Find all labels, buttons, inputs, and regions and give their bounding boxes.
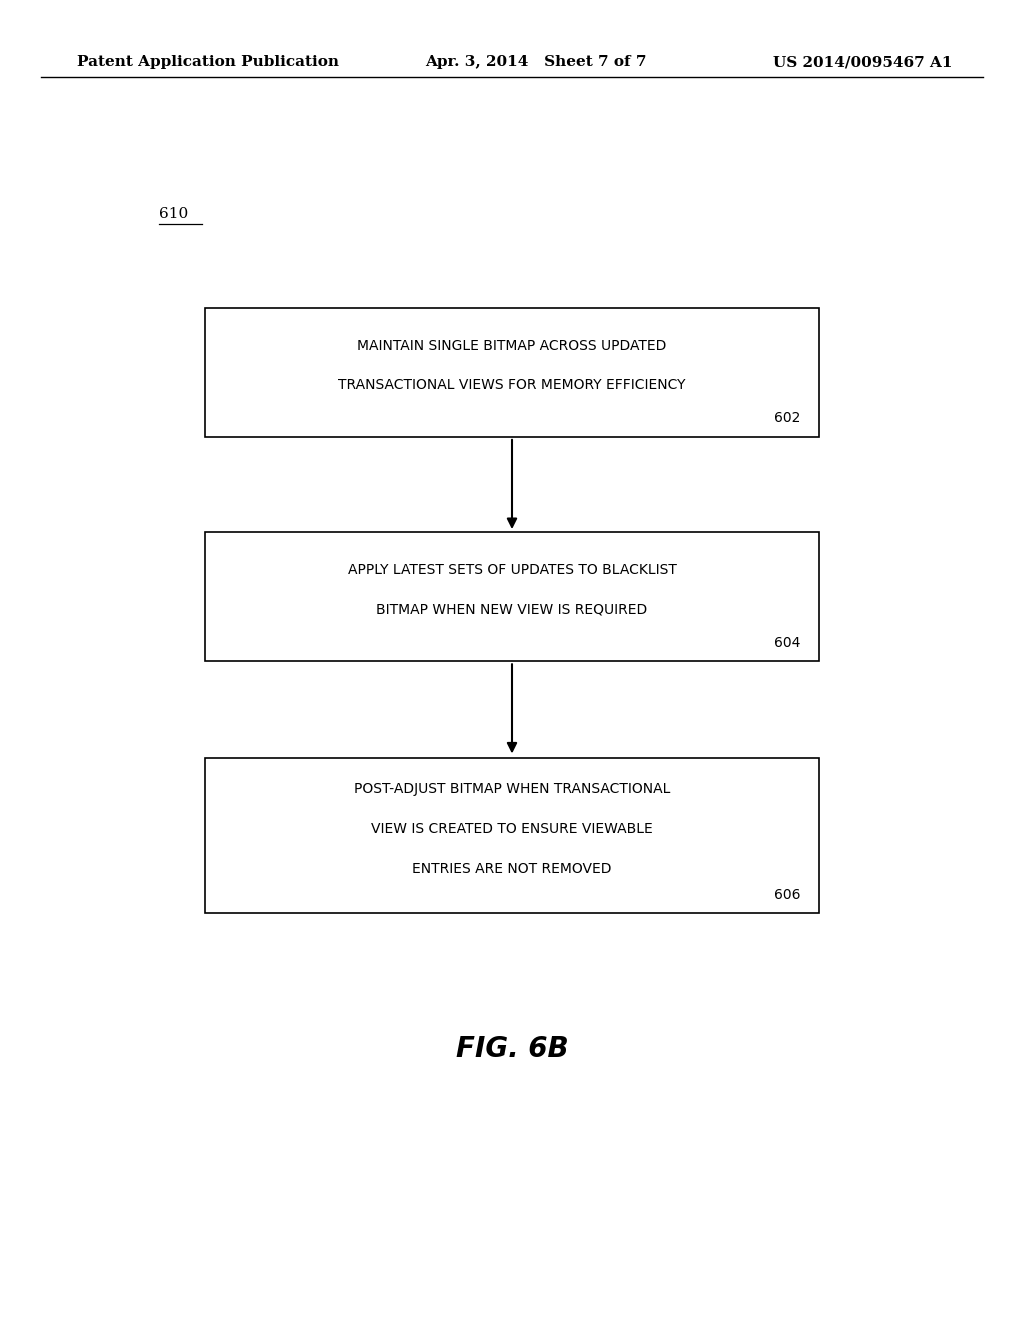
Text: 606: 606 (774, 888, 801, 902)
Text: BITMAP WHEN NEW VIEW IS REQUIRED: BITMAP WHEN NEW VIEW IS REQUIRED (377, 603, 647, 616)
Text: US 2014/0095467 A1: US 2014/0095467 A1 (773, 55, 952, 69)
Text: ENTRIES ARE NOT REMOVED: ENTRIES ARE NOT REMOVED (413, 862, 611, 875)
Bar (205, 532, 819, 661)
Text: Apr. 3, 2014   Sheet 7 of 7: Apr. 3, 2014 Sheet 7 of 7 (425, 55, 646, 69)
Text: POST-ADJUST BITMAP WHEN TRANSACTIONAL: POST-ADJUST BITMAP WHEN TRANSACTIONAL (354, 783, 670, 796)
Text: TRANSACTIONAL VIEWS FOR MEMORY EFFICIENCY: TRANSACTIONAL VIEWS FOR MEMORY EFFICIENC… (338, 379, 686, 392)
Bar (205, 308, 819, 437)
Bar (205, 758, 819, 913)
Text: 602: 602 (774, 412, 801, 425)
Text: 604: 604 (774, 636, 801, 649)
Text: APPLY LATEST SETS OF UPDATES TO BLACKLIST: APPLY LATEST SETS OF UPDATES TO BLACKLIS… (347, 564, 677, 577)
Text: FIG. 6B: FIG. 6B (456, 1035, 568, 1064)
Text: VIEW IS CREATED TO ENSURE VIEWABLE: VIEW IS CREATED TO ENSURE VIEWABLE (371, 822, 653, 836)
Text: 610: 610 (159, 207, 188, 220)
Text: Patent Application Publication: Patent Application Publication (77, 55, 339, 69)
Text: MAINTAIN SINGLE BITMAP ACROSS UPDATED: MAINTAIN SINGLE BITMAP ACROSS UPDATED (357, 339, 667, 352)
